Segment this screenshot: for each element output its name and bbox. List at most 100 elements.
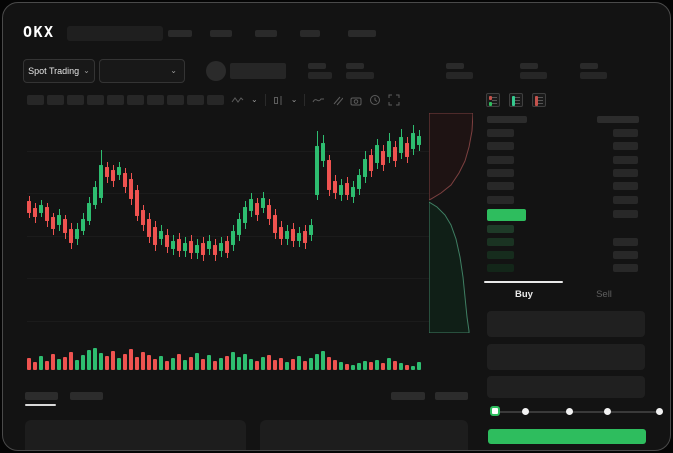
ask-price-placeholder[interactable] — [487, 129, 514, 137]
candle-body — [273, 215, 277, 233]
timeframe-button[interactable] — [187, 95, 204, 105]
tab-sell[interactable]: Sell — [596, 289, 612, 300]
candle-body — [345, 183, 349, 195]
volume-bar — [69, 352, 73, 370]
volume-bar — [105, 356, 109, 370]
timeframe-button[interactable] — [107, 95, 124, 105]
indicator-icon[interactable] — [312, 95, 325, 105]
candle-body — [57, 215, 61, 225]
volume-bar — [225, 356, 229, 370]
timeframe-button[interactable] — [87, 95, 104, 105]
timeframe-button[interactable] — [207, 95, 224, 105]
volume-bar — [237, 357, 241, 370]
chevron-down-icon[interactable]: ⌄ — [251, 95, 258, 104]
ask-price-placeholder[interactable] — [487, 169, 514, 177]
compare-icon[interactable] — [332, 95, 344, 106]
volume-bar — [351, 365, 355, 370]
volume-bar — [303, 361, 307, 370]
volume-bar — [195, 353, 199, 370]
slider-stop[interactable] — [522, 408, 529, 415]
bottom-action-placeholder[interactable] — [391, 392, 425, 400]
candle-body — [147, 219, 151, 237]
timeframe-button[interactable] — [47, 95, 64, 105]
orderbook-depth-chart — [429, 113, 473, 333]
slider-stop[interactable] — [604, 408, 611, 415]
stat-value-placeholder — [446, 72, 473, 79]
slider-handle[interactable] — [490, 406, 500, 416]
bid-amount-placeholder — [613, 264, 638, 272]
bottom-action-placeholder[interactable] — [435, 392, 468, 400]
nav-item-placeholder[interactable] — [210, 30, 232, 37]
candle-body — [129, 179, 133, 199]
candle-body — [405, 143, 409, 157]
volume-bar — [387, 358, 391, 370]
nav-item-placeholder[interactable] — [348, 30, 376, 37]
pair-selector-dropdown[interactable]: ⌄ — [99, 59, 185, 83]
bid-price-placeholder[interactable] — [487, 251, 514, 259]
candle-type-icon[interactable] — [273, 95, 284, 106]
candle-body — [63, 219, 67, 233]
timeframe-button[interactable] — [167, 95, 184, 105]
bid-price-placeholder[interactable] — [487, 238, 514, 246]
chevron-down-icon: ⌄ — [83, 66, 90, 75]
camera-icon[interactable] — [350, 95, 362, 106]
volume-bar — [297, 356, 301, 370]
book-split-icon[interactable] — [486, 93, 500, 107]
book-asks-icon[interactable] — [532, 93, 546, 107]
line-style-icon[interactable] — [231, 95, 244, 105]
volume-bar — [405, 365, 409, 370]
volume-bar — [399, 363, 403, 370]
bid-price-placeholder[interactable] — [487, 225, 514, 233]
history-icon[interactable] — [369, 94, 381, 106]
ask-price-placeholder[interactable] — [487, 156, 514, 164]
gridline — [27, 193, 429, 194]
ask-price-placeholder[interactable] — [487, 182, 514, 190]
timeframe-button[interactable] — [27, 95, 44, 105]
volume-bar — [81, 355, 85, 370]
candle-body — [357, 175, 361, 189]
nav-item-placeholder[interactable] — [300, 30, 320, 37]
tab-buy[interactable]: Buy — [515, 289, 533, 300]
candle-body — [183, 243, 187, 251]
chevron-down-icon[interactable]: ⌄ — [290, 95, 298, 104]
ask-price-placeholder[interactable] — [487, 142, 514, 150]
bottom-tab-placeholder[interactable] — [25, 392, 58, 400]
timeframe-button[interactable] — [127, 95, 144, 105]
timeframe-button[interactable] — [67, 95, 84, 105]
market-type-selector[interactable]: Spot Trading ⌄ — [23, 59, 95, 83]
orderbook-view-toggles — [486, 93, 546, 107]
candle-body — [363, 159, 367, 177]
candle-body — [135, 190, 139, 216]
stat-value-placeholder — [520, 72, 547, 79]
ask-amount-placeholder — [613, 142, 638, 150]
bid-price-placeholder[interactable] — [487, 264, 514, 272]
order-input-placeholder[interactable] — [487, 311, 645, 337]
buy-submit-button[interactable] — [488, 429, 646, 444]
last-amount-placeholder — [613, 210, 638, 218]
candle-body — [189, 241, 193, 253]
nav-item-placeholder[interactable] — [255, 30, 277, 37]
history-panel-placeholder — [260, 420, 468, 450]
timeframe-button[interactable] — [147, 95, 164, 105]
divider — [304, 94, 306, 106]
search-placeholder[interactable] — [67, 26, 163, 41]
slider-stop[interactable] — [656, 408, 663, 415]
order-input-placeholder[interactable] — [487, 344, 645, 370]
volume-bar — [51, 354, 55, 370]
slider-stop[interactable] — [566, 408, 573, 415]
amount-slider-track[interactable] — [490, 411, 660, 413]
ask-price-placeholder[interactable] — [487, 196, 514, 204]
fullscreen-icon[interactable] — [388, 94, 400, 106]
bottom-tab-placeholder[interactable] — [70, 392, 103, 400]
candlestick-chart[interactable] — [27, 115, 429, 337]
book-bids-icon[interactable] — [509, 93, 523, 107]
volume-bar — [327, 357, 331, 370]
candle-body — [93, 187, 97, 205]
volume-bar — [357, 363, 361, 370]
candle-body — [153, 227, 157, 245]
order-input-placeholder[interactable] — [487, 376, 645, 398]
nav-item-placeholder[interactable] — [168, 30, 192, 37]
candle-body — [219, 243, 223, 251]
okx-logo[interactable]: OKX — [23, 23, 55, 41]
volume-bar — [243, 354, 247, 370]
